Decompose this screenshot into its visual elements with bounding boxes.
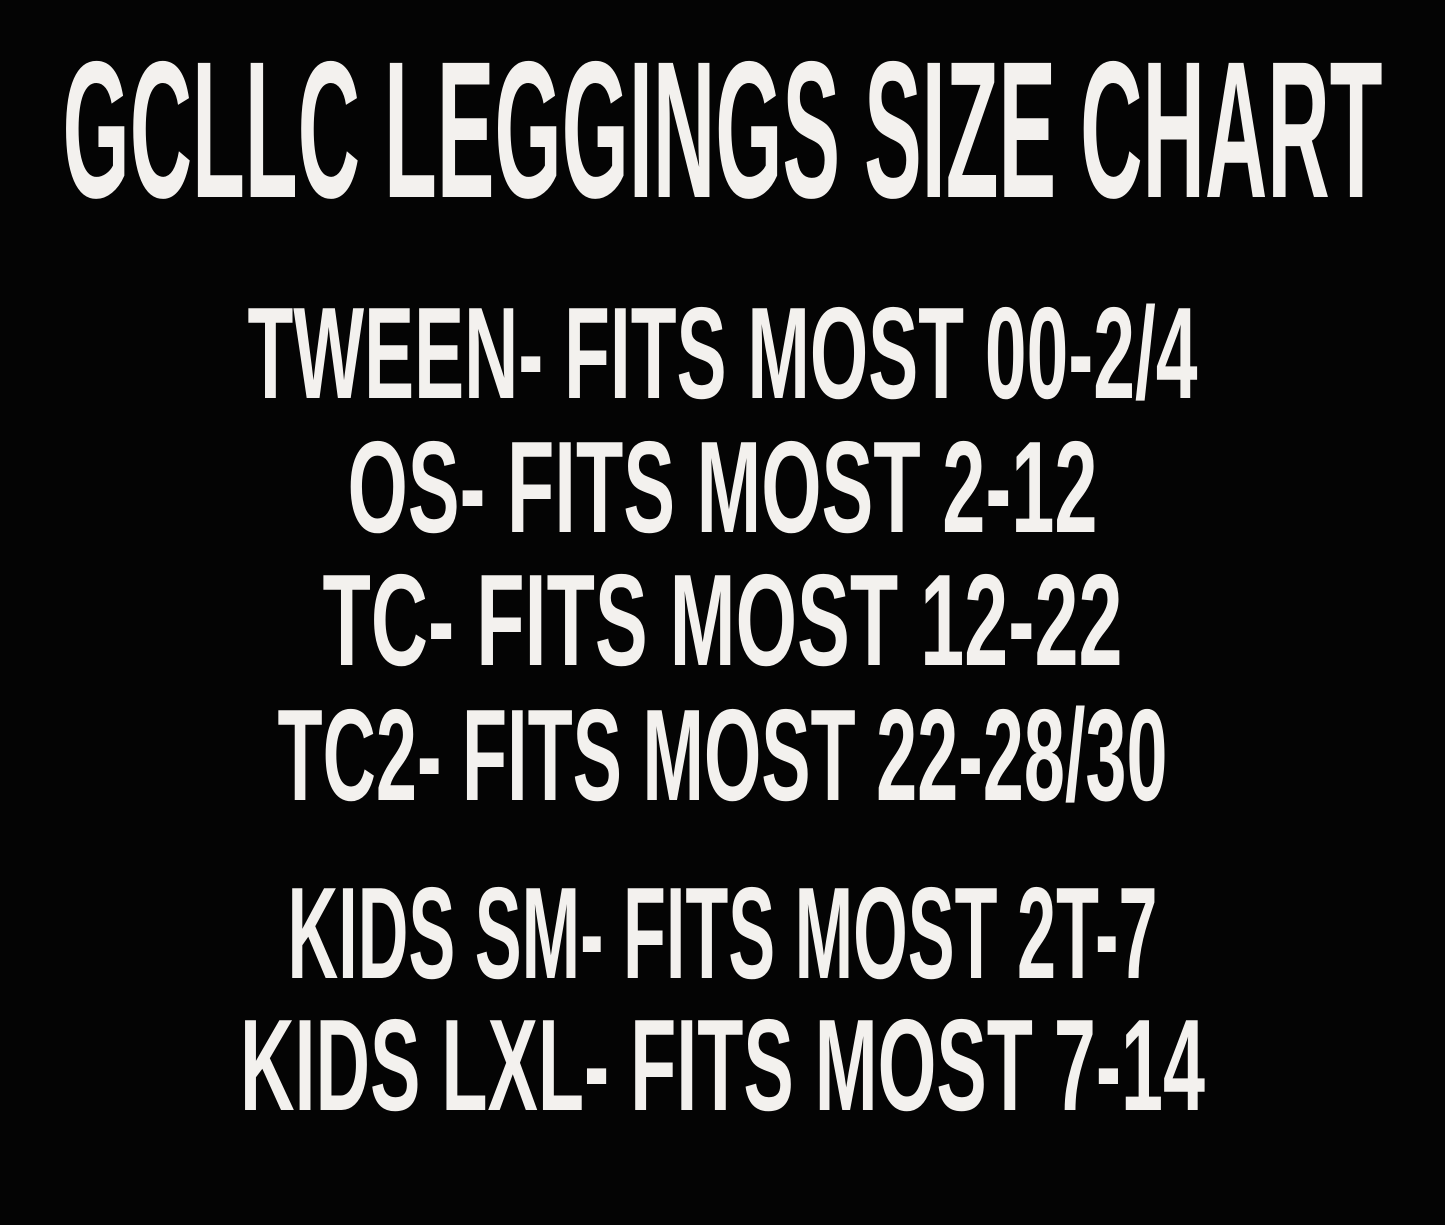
size-row-tc: TC- FITS MOST 12-22 xyxy=(323,547,1123,693)
size-row-os: OS- FITS MOST 2-12 xyxy=(347,414,1097,560)
size-row-kids-sm-group: KIDS SM- FITS MOST 2T-7 xyxy=(288,860,1158,1006)
chart-title: GCLLC LEGGINGS SIZE CHART xyxy=(63,22,1383,240)
size-row-tween: TWEEN- FITS MOST 00-2/4 xyxy=(248,280,1198,426)
size-row-tc2: TC2- FITS MOST 22-28/30 xyxy=(277,682,1167,828)
size-row-tween-group: TWEEN- FITS MOST 00-2/4 xyxy=(248,280,1198,426)
size-row-kids-sm: KIDS SM- FITS MOST 2T-7 xyxy=(288,860,1158,1006)
size-row-kids-lxl-group: KIDS LXL- FITS MOST 7-14 xyxy=(240,992,1205,1138)
chart-title-group: GCLLC LEGGINGS SIZE CHART xyxy=(63,22,1383,240)
size-row-tc2-group: TC2- FITS MOST 22-28/30 xyxy=(277,682,1167,828)
size-row-os-group: OS- FITS MOST 2-12 xyxy=(347,414,1097,560)
size-row-kids-lxl: KIDS LXL- FITS MOST 7-14 xyxy=(240,992,1205,1138)
size-row-tc-group: TC- FITS MOST 12-22 xyxy=(323,547,1123,693)
